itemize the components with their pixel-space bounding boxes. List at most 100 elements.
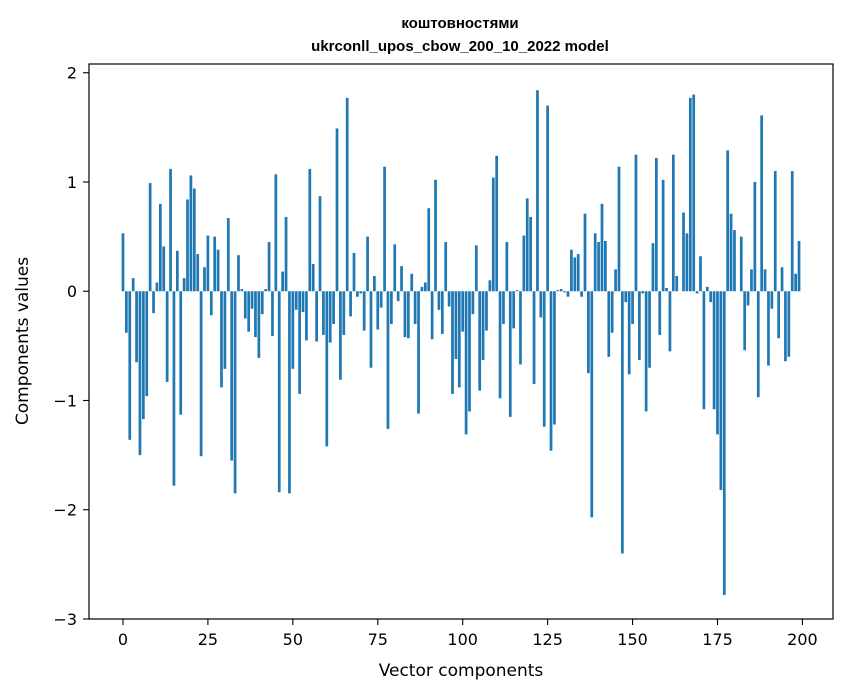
bar (654, 157, 658, 292)
bar (155, 282, 159, 292)
bar (305, 291, 308, 341)
bar (491, 177, 495, 292)
y-tick-label: 0 (67, 282, 77, 301)
bar (172, 291, 176, 486)
bar (322, 291, 325, 335)
bar (192, 188, 196, 292)
bar (390, 291, 393, 325)
bar (573, 257, 577, 292)
bar (739, 236, 743, 292)
y-tick-label: 2 (67, 64, 77, 83)
bar (366, 236, 369, 292)
bar (651, 243, 655, 292)
bar (294, 291, 298, 310)
bar (709, 291, 713, 303)
bar (220, 291, 223, 388)
bar (216, 249, 220, 292)
bar (495, 155, 499, 292)
bar (271, 291, 274, 337)
bar (243, 291, 247, 319)
bar (478, 291, 482, 391)
bar (128, 291, 132, 440)
bar (386, 291, 390, 429)
bar (233, 291, 237, 494)
y-tick-label: 1 (67, 173, 77, 192)
bar (457, 291, 461, 388)
bar (199, 291, 203, 457)
bar (417, 291, 420, 414)
bar (583, 213, 587, 292)
bar (406, 291, 410, 339)
bar (223, 291, 227, 369)
bar (600, 203, 604, 292)
bar (607, 291, 611, 357)
bar (767, 291, 770, 366)
bar (610, 291, 614, 333)
bar (587, 291, 590, 374)
bar (138, 291, 142, 456)
bar (488, 280, 492, 292)
bar (206, 235, 210, 292)
bar (437, 291, 441, 310)
bar (644, 291, 648, 412)
bar (726, 150, 730, 292)
bar (580, 291, 583, 297)
bar (328, 291, 332, 343)
bar (230, 291, 234, 461)
x-tick-label: 25 (198, 630, 218, 649)
bar (519, 291, 522, 365)
bar (508, 291, 512, 417)
bar (413, 291, 417, 325)
bar (638, 291, 641, 361)
bar (505, 242, 509, 292)
bar (675, 275, 679, 292)
bar (787, 291, 791, 357)
bar (226, 218, 230, 292)
bar (556, 290, 560, 292)
bar (356, 291, 359, 297)
bar (383, 166, 386, 292)
bar (529, 216, 532, 292)
bar (481, 291, 485, 361)
bar (121, 233, 125, 292)
bar (566, 291, 570, 297)
bar (536, 90, 539, 292)
bar (315, 291, 318, 342)
y-tick-label: −2 (53, 501, 77, 520)
bar (746, 291, 750, 306)
bar (597, 242, 600, 292)
bar (420, 286, 424, 292)
x-tick-label: 50 (283, 630, 303, 649)
bar (760, 115, 764, 292)
bar (447, 291, 451, 307)
bar (593, 233, 597, 292)
bar (257, 291, 261, 358)
x-tick-label: 125 (532, 630, 563, 649)
bar (702, 291, 706, 410)
bars-group (121, 90, 801, 595)
bar (797, 240, 801, 292)
bar (722, 291, 726, 595)
plot-frame (88, 63, 834, 620)
bar (451, 291, 454, 394)
bar (250, 291, 254, 309)
bar (777, 291, 780, 339)
x-axis-ticks: 0 25 50 75 100 125 150 175 200 (118, 619, 818, 649)
bar (352, 253, 356, 292)
bar (729, 213, 733, 292)
bar (308, 168, 312, 292)
bar (325, 291, 329, 447)
chart-title: коштовностями (401, 15, 518, 32)
bar (444, 242, 448, 292)
bar (427, 208, 431, 292)
bar (175, 250, 179, 292)
bar (376, 291, 380, 330)
bar (665, 287, 668, 292)
x-tick-label: 200 (787, 630, 818, 649)
bar (335, 128, 339, 292)
bar (576, 254, 580, 292)
bar (692, 94, 696, 292)
bar (162, 246, 166, 292)
bar (400, 266, 403, 292)
